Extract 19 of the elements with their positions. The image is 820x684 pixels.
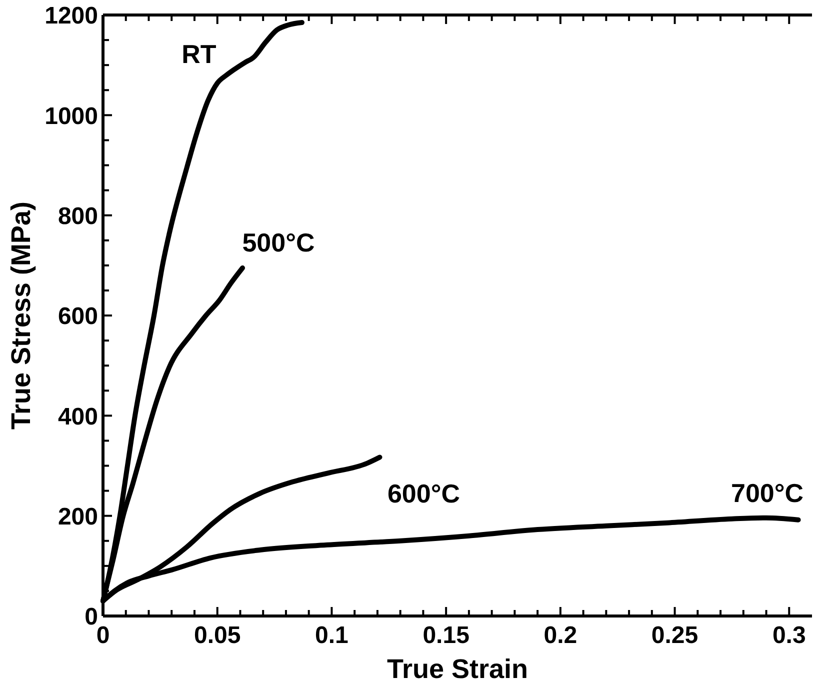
x-axis-title: True Strain: [386, 654, 528, 684]
x-tick-label: 0.2: [544, 622, 578, 649]
series-label: 600°C: [387, 478, 460, 509]
x-tick-label: 0.05: [194, 622, 241, 649]
y-axis-title: True Stress (MPa): [6, 201, 36, 430]
x-tick-label: 0.3: [772, 622, 806, 649]
y-tick-label: 400: [58, 403, 98, 430]
series-label: 700°C: [730, 478, 804, 508]
y-tick-label: 0: [84, 604, 98, 631]
x-tick-label: 0.1: [315, 622, 348, 649]
series-label: 500°C: [242, 227, 316, 258]
x-tick-label: 0.15: [422, 622, 470, 649]
y-tick-label: 1200: [44, 2, 98, 30]
y-tick-label: 200: [58, 503, 98, 530]
y-tick-label: 600: [58, 303, 98, 330]
y-tick-label: 800: [58, 202, 98, 230]
y-tick-label: 1000: [44, 102, 98, 130]
x-tick-label: 0.25: [651, 622, 698, 649]
legend-label: RT: [182, 38, 216, 69]
